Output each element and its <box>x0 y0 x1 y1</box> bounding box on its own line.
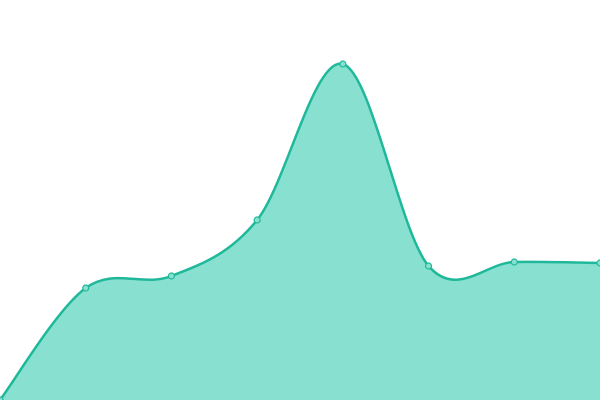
point <box>596 259 600 267</box>
point <box>0 396 4 400</box>
point <box>424 262 433 270</box>
line <box>0 62 600 400</box>
point <box>253 216 261 224</box>
point <box>167 272 176 280</box>
point <box>339 60 347 68</box>
point <box>82 284 90 292</box>
area <box>0 63 600 400</box>
point <box>510 258 518 266</box>
